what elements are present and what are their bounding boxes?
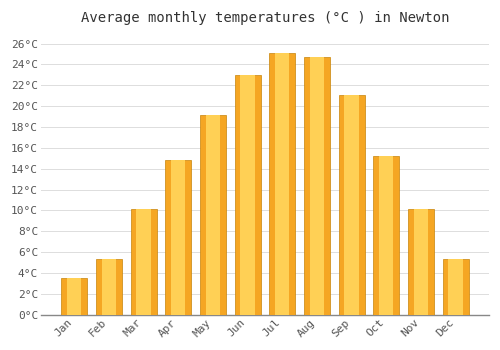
Bar [96,259,122,315]
Title: Average monthly temperatures (°C ) in Newton: Average monthly temperatures (°C ) in Ne… [80,11,449,25]
Bar [310,57,324,315]
Bar [206,114,220,315]
Bar [379,156,394,315]
Bar [448,259,462,315]
Bar [275,53,289,315]
Bar [62,278,87,315]
Bar [67,278,82,315]
Bar [442,259,468,315]
Bar [414,209,428,315]
Bar [338,95,364,315]
Bar [171,160,186,315]
Bar [373,156,399,315]
Bar [344,95,358,315]
Bar [269,53,295,315]
Bar [234,75,260,315]
Bar [304,57,330,315]
Bar [102,259,116,315]
Bar [165,160,191,315]
Bar [200,114,226,315]
Bar [240,75,254,315]
Bar [136,209,150,315]
Bar [408,209,434,315]
Bar [130,209,156,315]
